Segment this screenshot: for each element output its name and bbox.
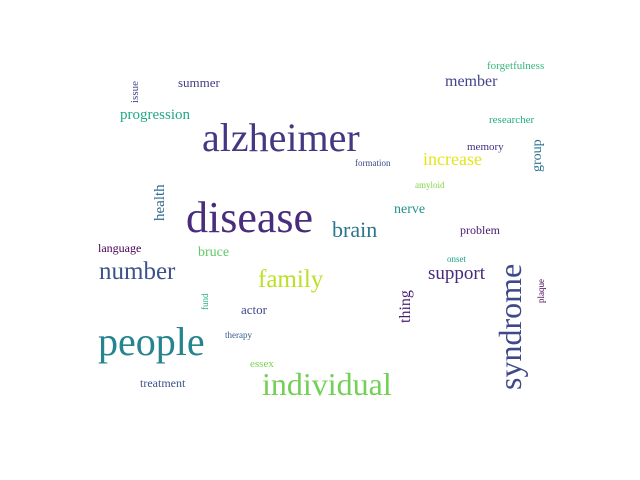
word-language: language bbox=[98, 241, 142, 255]
word-formation: formation bbox=[355, 158, 391, 168]
word-summer: summer bbox=[178, 75, 220, 90]
word-memory: memory bbox=[467, 141, 504, 153]
word-disease: disease bbox=[186, 193, 314, 242]
word-progression: progression bbox=[120, 107, 190, 123]
word-plaque: plaque bbox=[536, 279, 546, 303]
word-group: group bbox=[530, 139, 545, 172]
word-individual: individual bbox=[262, 366, 392, 402]
word-alzheimer: alzheimer bbox=[202, 115, 360, 160]
word-people: people bbox=[98, 319, 205, 364]
word-therapy: therapy bbox=[225, 330, 252, 340]
word-health: health bbox=[152, 184, 168, 221]
word-issue: issue bbox=[129, 81, 141, 103]
word-bruce: bruce bbox=[198, 245, 230, 260]
word-support: support bbox=[428, 263, 485, 284]
word-nerve: nerve bbox=[394, 202, 426, 217]
word-amyloid: amyloid bbox=[415, 180, 445, 190]
word-brain: brain bbox=[332, 217, 378, 242]
word-treatment: treatment bbox=[140, 376, 186, 390]
word-fund: fund bbox=[200, 293, 210, 311]
word-problem: problem bbox=[460, 223, 500, 237]
word-forgetfulness: forgetfulness bbox=[487, 60, 545, 72]
word-essex: essex bbox=[250, 358, 274, 370]
word-thing: thing bbox=[397, 290, 414, 323]
word-member: member bbox=[445, 73, 498, 90]
word-syndrome: syndrome bbox=[492, 263, 528, 390]
word-family: family bbox=[258, 266, 324, 293]
word-number: number bbox=[99, 258, 176, 285]
word-researcher: researcher bbox=[489, 114, 535, 126]
word-actor: actor bbox=[241, 302, 267, 317]
word-increase: increase bbox=[423, 149, 482, 169]
word-onset: onset bbox=[447, 254, 466, 264]
